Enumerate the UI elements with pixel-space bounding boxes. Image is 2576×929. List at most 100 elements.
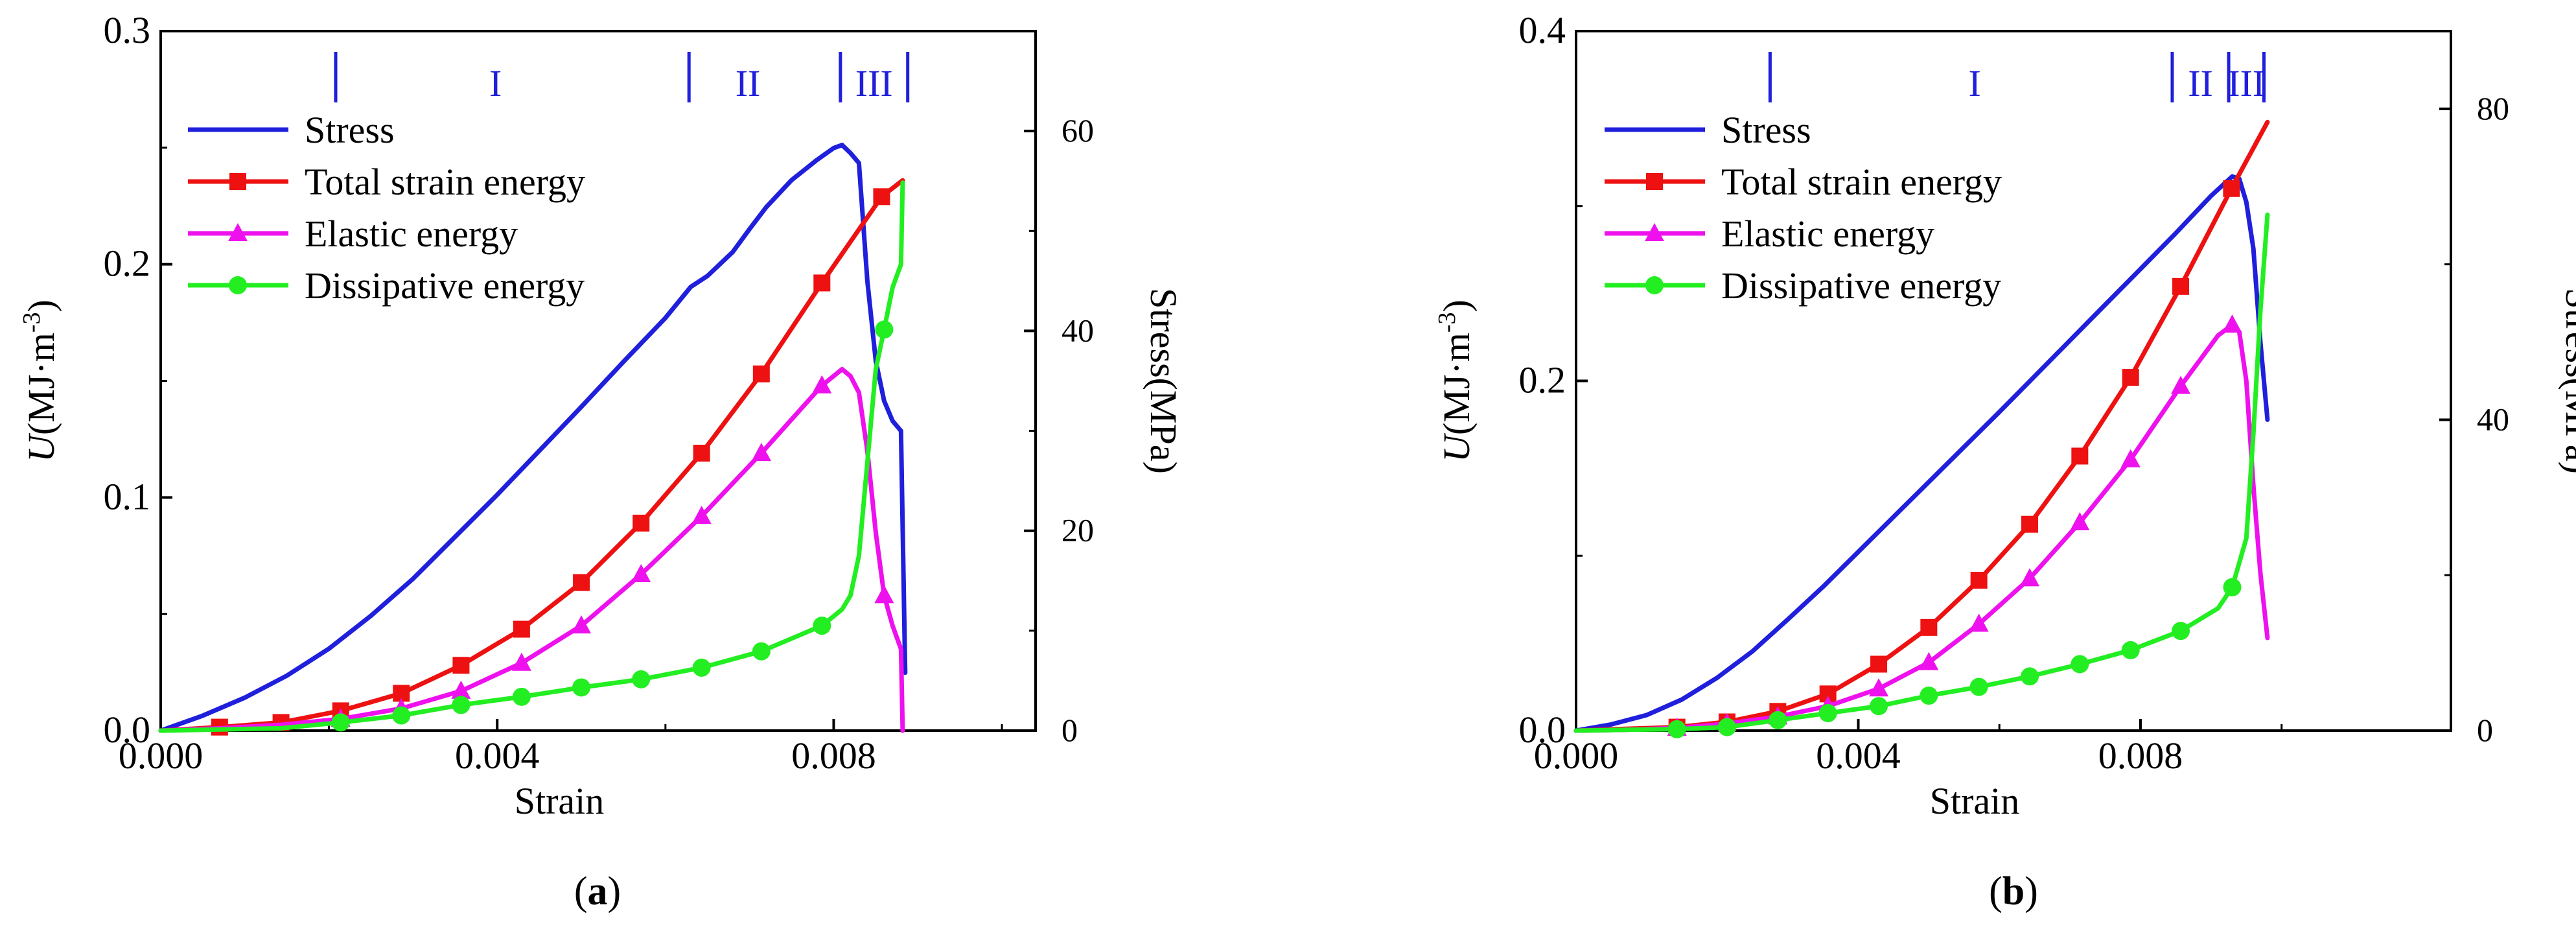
total-strain-energy-marker: [2223, 180, 2240, 197]
dissipative-energy-marker: [1717, 718, 1736, 736]
total-strain-energy-marker: [752, 365, 770, 382]
elastic-energy-marker: [451, 680, 471, 699]
dissipative-energy-marker: [572, 678, 591, 697]
legend-marker-total-strain-energy: [1646, 173, 1663, 190]
total-strain-energy-marker: [2172, 277, 2190, 295]
stage-label: III: [855, 62, 893, 104]
x-axis-label: Strain: [515, 780, 605, 822]
legend-label-total-strain-energy: Total strain energy: [1721, 161, 2002, 203]
legend-marker-total-strain-energy: [229, 173, 246, 190]
x-tick-label: 0.004: [1816, 735, 1901, 777]
elastic-energy-marker: [874, 585, 894, 604]
total-strain-energy-marker: [813, 274, 831, 292]
y2-axis-label: Stress(MPa): [2558, 288, 2576, 474]
dissipative-energy-marker: [1667, 720, 1686, 738]
total-strain-energy-marker: [2071, 447, 2089, 465]
y2-tick-label: 0: [1062, 712, 1078, 748]
elastic-energy-marker: [1969, 613, 1989, 632]
y-axis-label-symbol: U: [20, 432, 62, 462]
stage-label: II: [2188, 62, 2213, 104]
dissipative-energy-marker: [331, 713, 350, 732]
y-tick-label: 0.1: [104, 475, 151, 517]
dissipative-energy-marker: [2071, 655, 2089, 674]
elastic-energy-marker: [631, 564, 651, 583]
dissipative-energy-marker: [2223, 578, 2242, 596]
elastic-energy-marker: [812, 375, 832, 394]
dissipative-energy-marker: [512, 687, 531, 706]
total-strain-energy-marker: [693, 444, 710, 462]
stress-line: [158, 143, 908, 733]
total-strain-energy-marker: [452, 657, 470, 674]
y-axis-label-unit: (MJ·m: [20, 333, 62, 435]
y-tick-label: 0.3: [104, 9, 151, 51]
y-axis-label-symbol: U: [1435, 432, 1478, 462]
y2-axis-label: Stress(MPa): [1143, 288, 1185, 474]
dissipative-energy-marker: [692, 658, 711, 677]
stage-label: III: [2227, 62, 2265, 104]
elastic-energy-marker: [511, 652, 531, 671]
legend: Stress Total strain energy Elastic energy D…: [1605, 109, 2002, 307]
elastic-energy-marker: [2120, 449, 2141, 467]
y2-tick-label: 0: [2477, 712, 2493, 748]
dissipative-energy-marker: [1769, 711, 1787, 729]
panel-a: 0.000 0.004 0.008 Strain 0.0 0.1 0.2 0.3 U(MJ·m-…: [18, 9, 1185, 913]
y-axis-label-exponent: -3: [18, 312, 45, 333]
y2-tick-label: 40: [2477, 401, 2509, 437]
legend-marker-elastic-energy: [228, 223, 248, 241]
legend-label-total-strain-energy: Total strain energy: [305, 161, 585, 203]
legend-label-stress: Stress: [305, 109, 395, 151]
panel-caption-letter: b: [2002, 869, 2025, 913]
total-strain-energy-marker: [573, 574, 590, 591]
y-axis-label-close: ): [20, 300, 62, 312]
elastic-energy-line: [158, 367, 905, 733]
legend-marker-elastic-energy: [1645, 223, 1664, 241]
dissipative-energy-marker: [1969, 677, 1988, 696]
total-strain-energy-marker: [513, 620, 530, 638]
stage-label: II: [736, 62, 761, 104]
stage-label: I: [489, 62, 502, 104]
elastic-energy-marker: [2171, 375, 2191, 394]
total-strain-energy-marker: [2021, 515, 2039, 533]
panel-caption-close: ): [2025, 869, 2038, 913]
y-tick-label: 0.2: [1519, 359, 1566, 401]
stress-line: [1573, 174, 2270, 733]
dissipative-energy-marker: [1870, 697, 1888, 716]
elastic-energy-line: [1573, 322, 2270, 733]
legend-label-dissipative-energy: Dissipative energy: [305, 265, 585, 307]
total-strain-energy-marker: [1970, 572, 1988, 589]
panel-caption-open: (: [1989, 869, 2002, 913]
x-axis-label: Strain: [1930, 780, 2020, 822]
x-tick-label: 0.008: [2098, 735, 2183, 777]
y-axis-label: U(MJ·m-3): [18, 300, 62, 462]
dissipative-energy-marker: [2172, 622, 2190, 641]
dissipative-energy-marker: [752, 642, 771, 661]
y-axis-label-exponent: -3: [1433, 312, 1461, 333]
panel-caption-letter: a: [588, 869, 608, 913]
y2-tick-label: 80: [2477, 90, 2509, 126]
x-tick-label: 0.008: [791, 735, 876, 777]
elastic-energy-marker: [1869, 678, 1889, 697]
plot-frame: [1575, 30, 2452, 732]
stage-label: I: [1968, 62, 1980, 104]
legend-label-elastic-energy: Elastic energy: [1721, 213, 1934, 255]
total-strain-energy-marker: [2122, 369, 2139, 386]
x-tick-label: 0.004: [455, 735, 540, 777]
elastic-energy-marker: [2020, 568, 2040, 587]
dissipative-energy-marker: [2121, 641, 2140, 659]
x-tick-label: 0.000: [119, 735, 203, 777]
legend-label-dissipative-energy: Dissipative energy: [1721, 265, 2001, 307]
total-strain-energy-marker: [873, 188, 890, 206]
legend-label-elastic-energy: Elastic energy: [305, 213, 518, 255]
dissipative-energy-marker: [1818, 704, 1837, 723]
panel-caption-open: (: [574, 869, 588, 913]
panel-b: 0.000 0.004 0.008 Strain 0.0 0.2 0.4 U(MJ·m-3) 0…: [1433, 9, 2576, 913]
dissipative-energy-marker: [392, 706, 411, 725]
y2-tick-label: 40: [1062, 312, 1094, 348]
y-tick-label: 0.0: [104, 709, 151, 751]
total-strain-energy-marker: [1920, 618, 1938, 636]
total-strain-energy-line: [158, 178, 905, 733]
y2-tick-label: 20: [1062, 512, 1094, 548]
legend-marker-dissipative-energy: [1645, 276, 1664, 294]
y2-tick-label: 60: [1062, 112, 1094, 148]
dissipative-energy-marker: [2021, 667, 2039, 686]
